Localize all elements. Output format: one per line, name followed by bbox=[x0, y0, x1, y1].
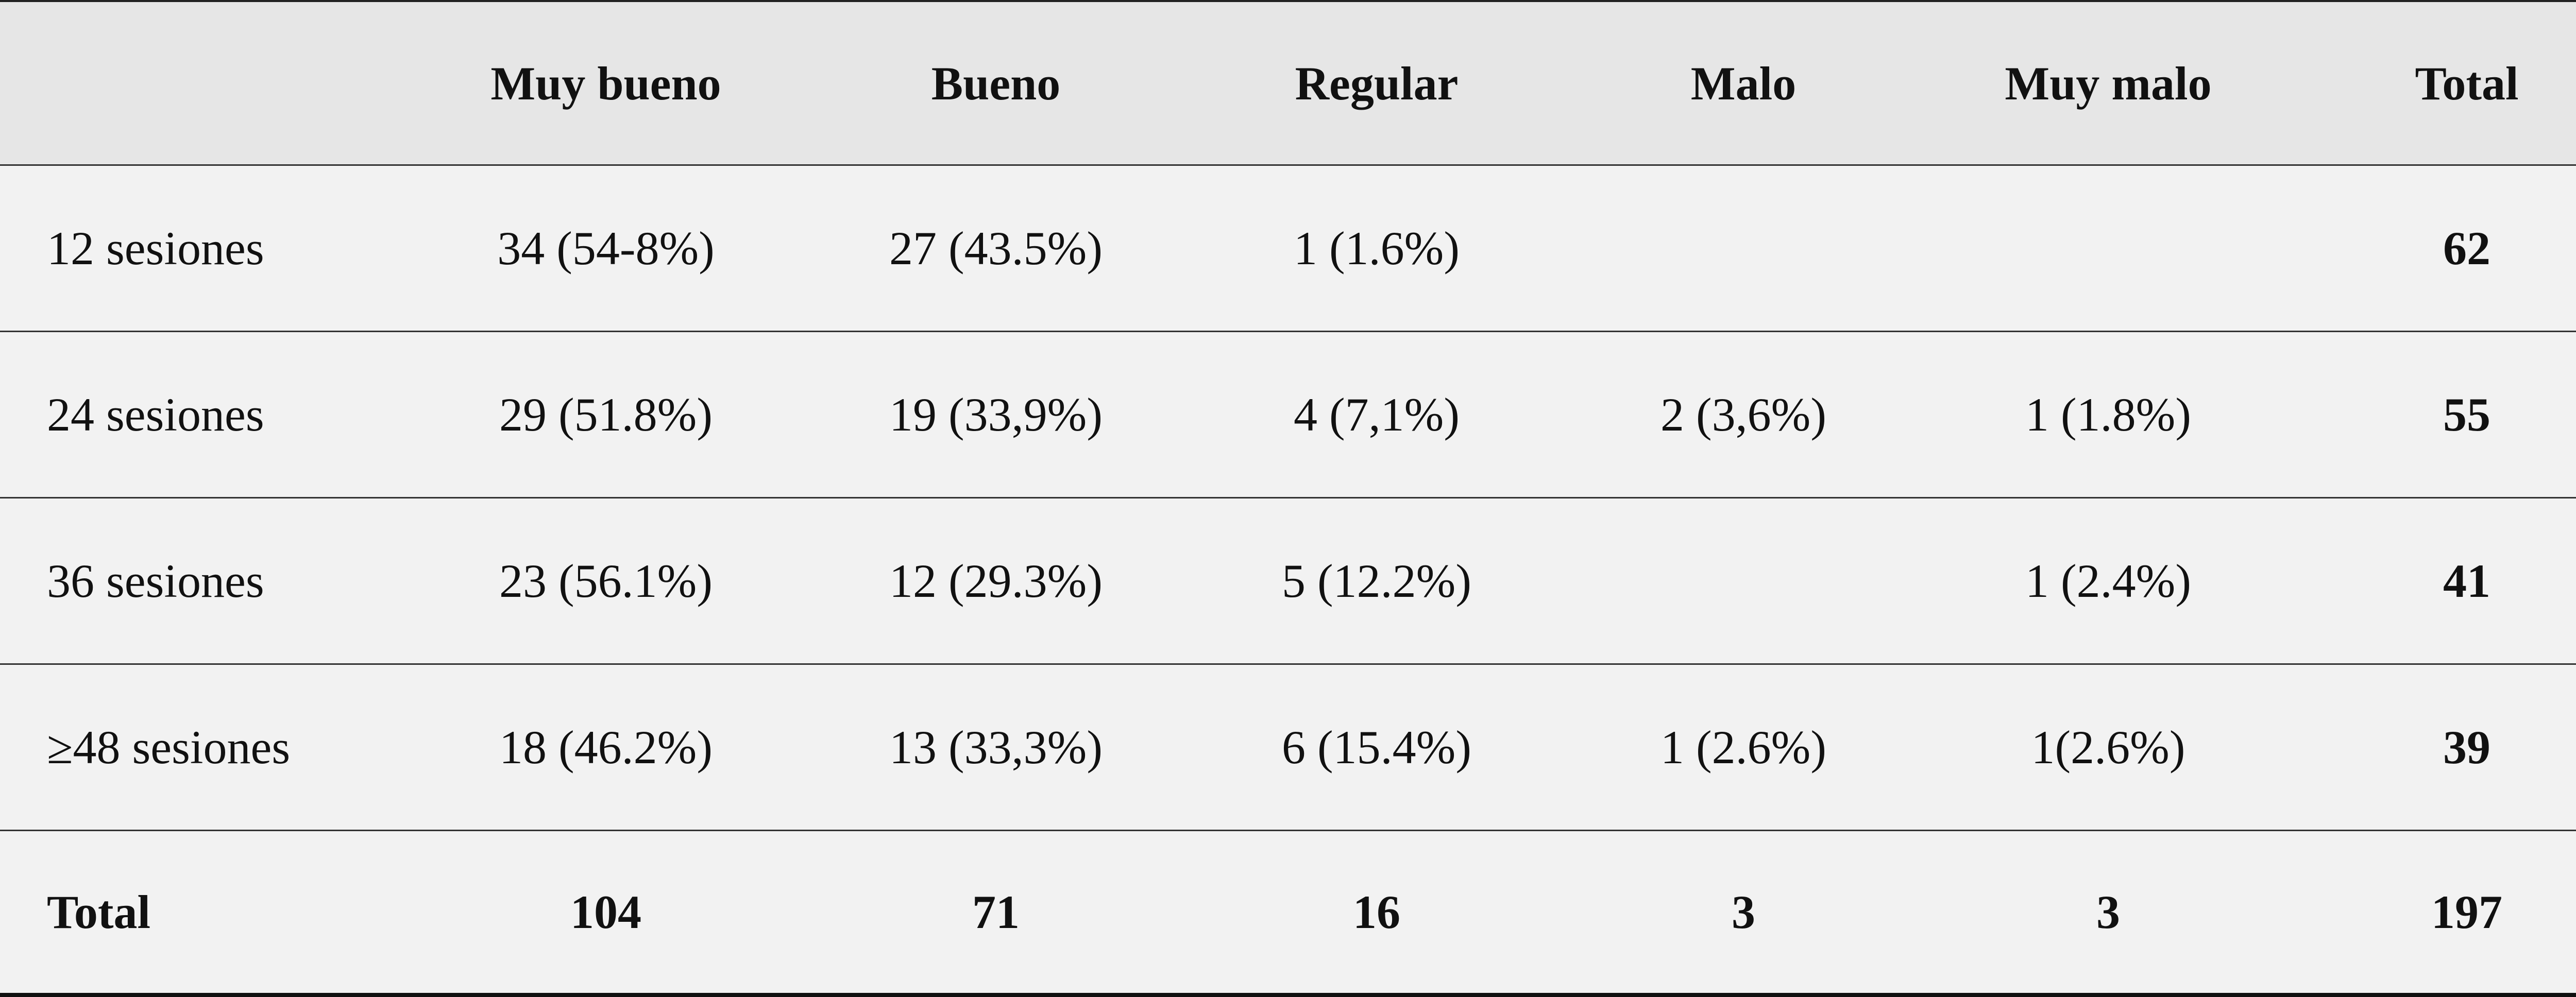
row-total: 39 bbox=[2443, 721, 2490, 773]
table-cell: 4 (7,1%) bbox=[1294, 388, 1460, 441]
table-cell: 2 (3,6%) bbox=[1660, 388, 1826, 441]
column-header: Regular bbox=[1295, 57, 1459, 110]
table-cell: 1(2.6%) bbox=[2031, 721, 2185, 773]
table-cell: 1 (2.4%) bbox=[2025, 555, 2191, 607]
footer-cell: 71 bbox=[972, 886, 1020, 938]
column-header: Muy malo bbox=[2005, 57, 2212, 110]
table-cell: 1 (1.6%) bbox=[1294, 222, 1460, 274]
row-total: 55 bbox=[2443, 388, 2490, 441]
table-cell: 27 (43.5%) bbox=[889, 222, 1103, 274]
row-label: 24 sesiones bbox=[47, 388, 264, 441]
table-cell: 18 (46.2%) bbox=[499, 721, 713, 773]
footer-label: Total bbox=[47, 886, 151, 938]
table-row: 24 sesiones 29 (51.8%) 19 (33,9%) 4 (7,1%) 2… bbox=[0, 332, 2576, 498]
table-cell: 29 (51.8%) bbox=[499, 388, 713, 441]
column-header: Bueno bbox=[931, 57, 1061, 110]
row-total: 41 bbox=[2443, 555, 2490, 607]
table-cell: 1 (1.8%) bbox=[2025, 388, 2191, 441]
table-row: Total 104 71 16 3 3 197 bbox=[0, 831, 2576, 997]
table-cell: 34 (54-8%) bbox=[497, 222, 715, 274]
row-label: 36 sesiones bbox=[47, 555, 264, 607]
column-header: Malo bbox=[1690, 57, 1797, 110]
table-row: Muy bueno Bueno Regular Malo Muy malo Total bbox=[0, 2, 2576, 166]
table-cell: 23 (56.1%) bbox=[499, 555, 713, 607]
table-cell: 19 (33,9%) bbox=[889, 388, 1103, 441]
column-header: Total bbox=[2415, 57, 2519, 110]
row-label: 12 sesiones bbox=[47, 222, 264, 274]
footer-cell: 3 bbox=[1732, 886, 1755, 938]
column-header: Muy bueno bbox=[490, 57, 721, 110]
table-cell: 12 (29.3%) bbox=[889, 555, 1103, 607]
table-cell: 6 (15.4%) bbox=[1282, 721, 1471, 773]
footer-cell: 3 bbox=[2096, 886, 2120, 938]
grand-total: 197 bbox=[2431, 886, 2502, 938]
table-row: 36 sesiones 23 (56.1%) 12 (29.3%) 5 (12.2%)… bbox=[0, 498, 2576, 665]
table-cell: 5 (12.2%) bbox=[1282, 555, 1471, 607]
table-row: 12 sesiones 34 (54-8%) 27 (43.5%) 1 (1.6%) 6… bbox=[0, 166, 2576, 332]
table-cell: 1 (2.6%) bbox=[1660, 721, 1826, 773]
table-row: ≥48 sesiones 18 (46.2%) 13 (33,3%) 6 (15.4%… bbox=[0, 665, 2576, 831]
row-total: 62 bbox=[2443, 222, 2490, 274]
table-cell: 13 (33,3%) bbox=[889, 721, 1103, 773]
footer-cell: 104 bbox=[570, 886, 641, 938]
footer-cell: 16 bbox=[1353, 886, 1400, 938]
row-label: ≥48 sesiones bbox=[47, 721, 291, 773]
